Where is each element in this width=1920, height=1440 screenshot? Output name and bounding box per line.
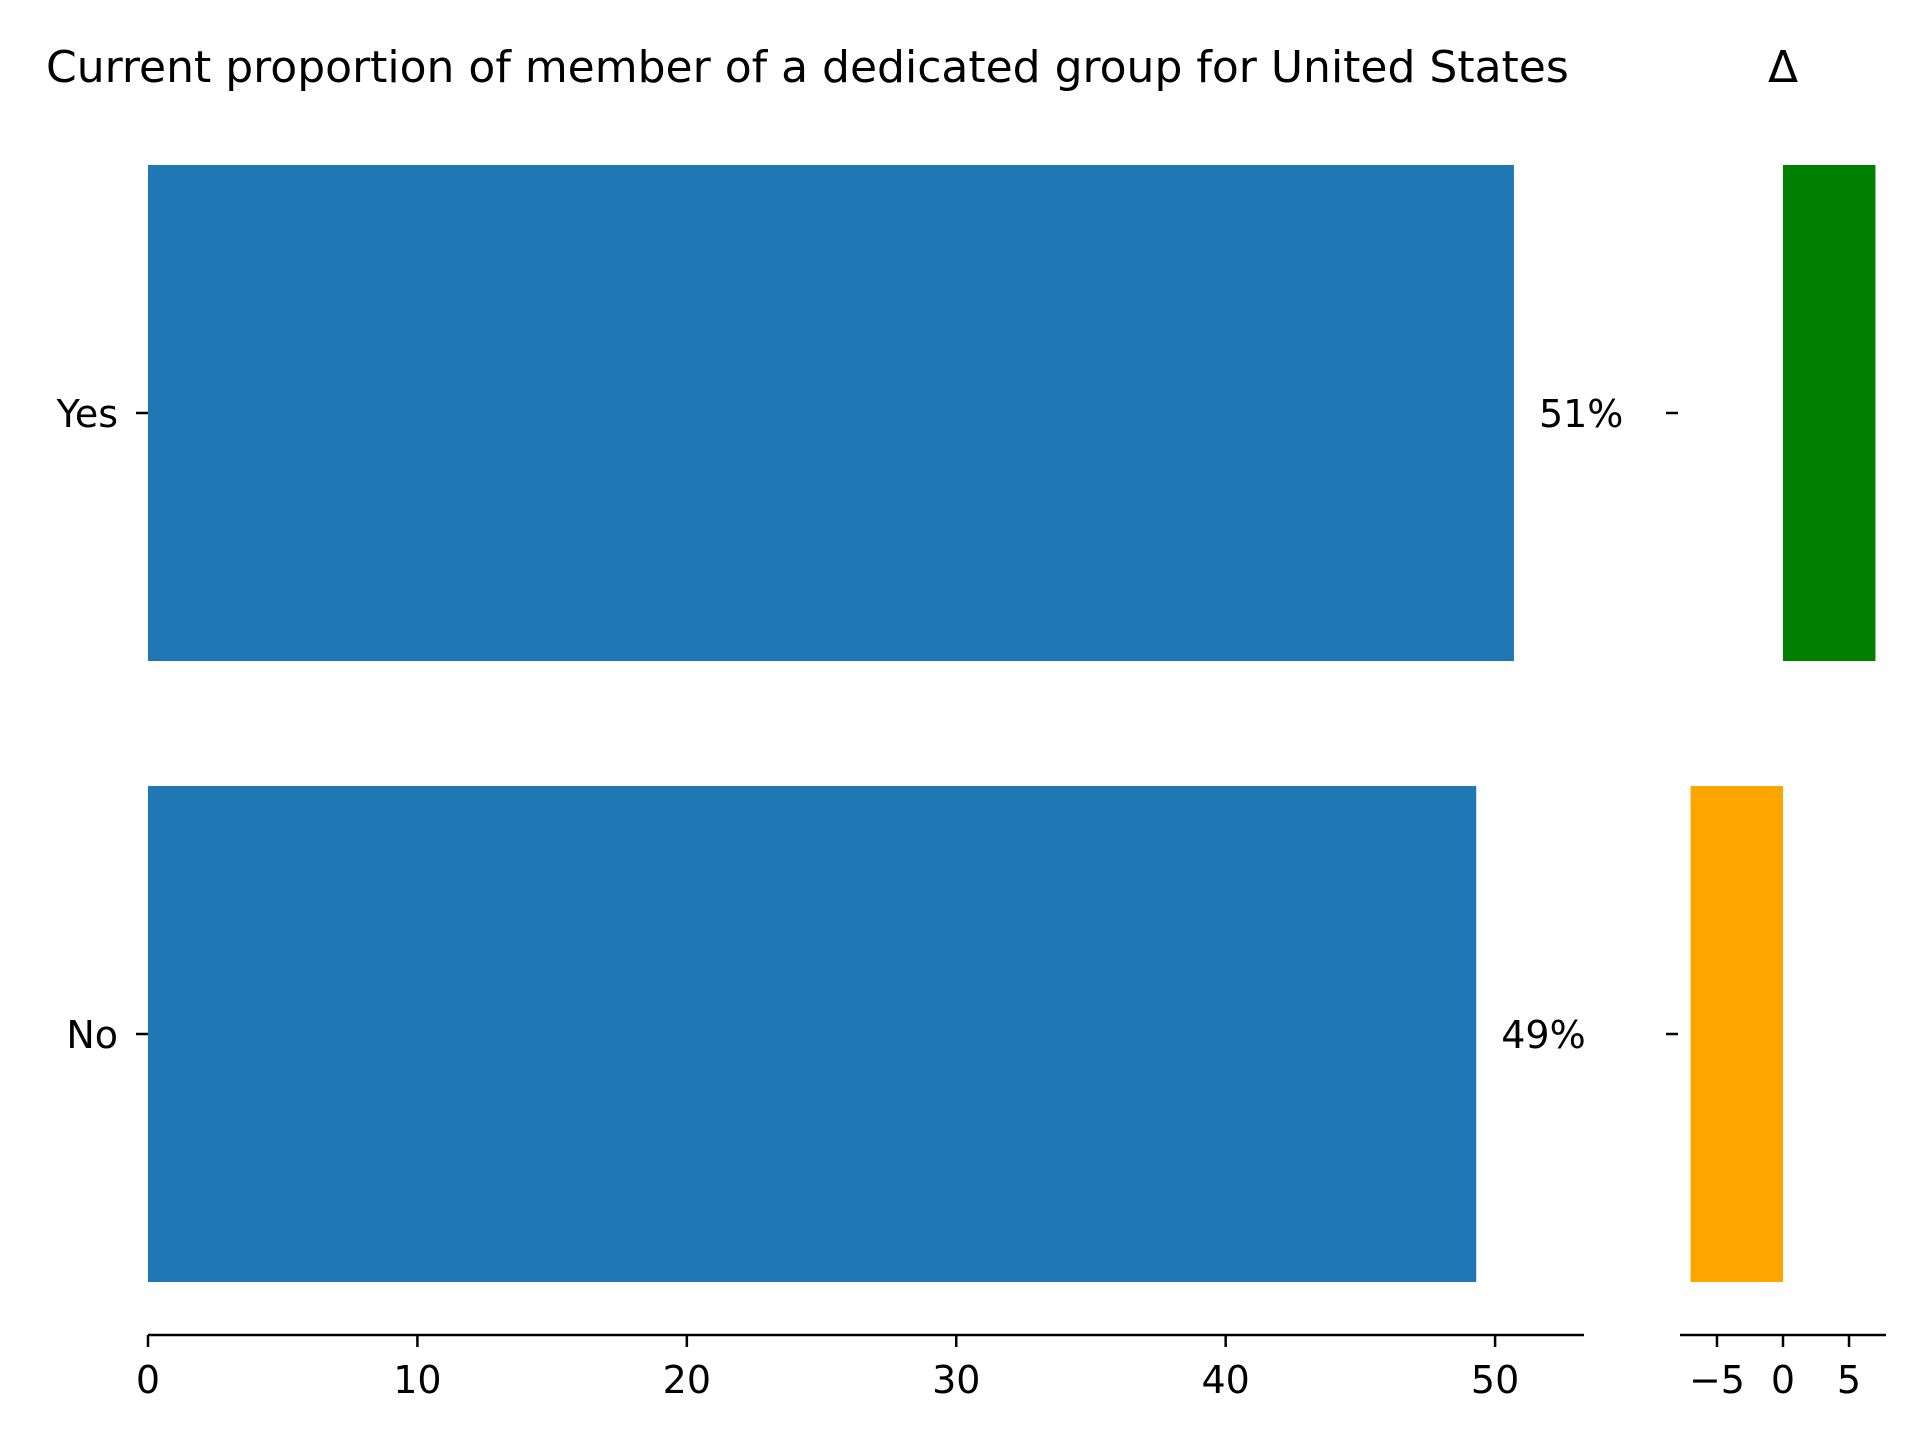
- main-bar-panel: Current proportion of member of a dedica…: [46, 42, 1623, 1402]
- delta-x-tick-label-0: −5: [1689, 1358, 1745, 1402]
- x-tick-label-0: 0: [136, 1358, 160, 1402]
- main-chart-title: Current proportion of member of a dedica…: [46, 42, 1569, 93]
- x-tick-label-40: 40: [1201, 1358, 1249, 1402]
- x-tick-label-50: 50: [1471, 1358, 1519, 1402]
- y-tick-label-no: No: [66, 1013, 118, 1057]
- x-tick-label-20: 20: [663, 1358, 711, 1402]
- delta-x-tick-label-1: 0: [1771, 1358, 1795, 1402]
- bar-no: [148, 786, 1477, 1282]
- value-label-yes: 51%: [1539, 392, 1623, 436]
- delta-bar-no: [1690, 786, 1783, 1282]
- delta-chart-title: Δ: [1768, 42, 1798, 93]
- delta-bar-yes: [1783, 165, 1876, 661]
- bar-yes: [148, 165, 1514, 661]
- y-tick-label-yes: Yes: [56, 392, 118, 436]
- x-tick-label-30: 30: [932, 1358, 980, 1402]
- value-label-no: 49%: [1501, 1013, 1585, 1057]
- delta-x-tick-label-2: 5: [1837, 1358, 1861, 1402]
- delta-bar-panel: Δ −5 0 5: [1666, 42, 1886, 1402]
- x-tick-label-10: 10: [393, 1358, 441, 1402]
